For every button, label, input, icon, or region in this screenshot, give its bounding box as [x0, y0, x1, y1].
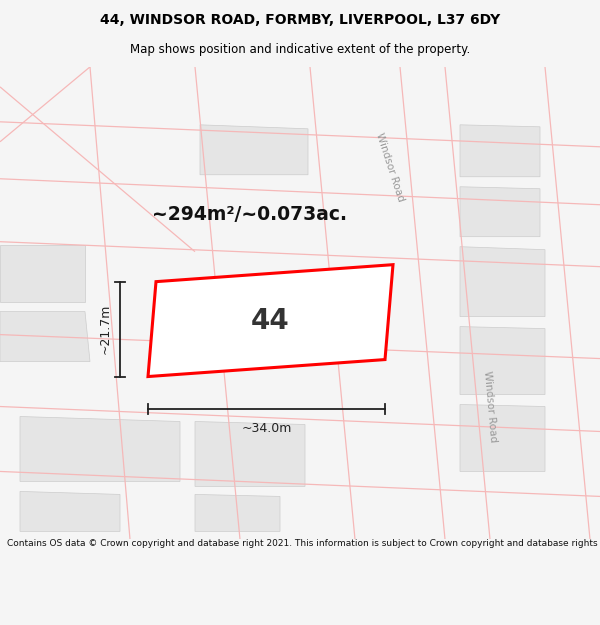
Polygon shape — [195, 494, 280, 531]
Text: ~34.0m: ~34.0m — [241, 422, 292, 436]
Polygon shape — [460, 187, 540, 237]
Polygon shape — [460, 125, 540, 177]
Text: 44: 44 — [251, 307, 290, 334]
Polygon shape — [20, 416, 180, 481]
Text: Map shows position and indicative extent of the property.: Map shows position and indicative extent… — [130, 44, 470, 56]
Polygon shape — [460, 327, 545, 394]
Text: ~21.7m: ~21.7m — [99, 304, 112, 354]
Polygon shape — [0, 312, 90, 362]
Polygon shape — [20, 491, 120, 531]
Polygon shape — [148, 264, 393, 376]
Polygon shape — [200, 125, 308, 175]
Polygon shape — [460, 247, 545, 317]
Text: 44, WINDSOR ROAD, FORMBY, LIVERPOOL, L37 6DY: 44, WINDSOR ROAD, FORMBY, LIVERPOOL, L37… — [100, 13, 500, 28]
Polygon shape — [460, 404, 545, 471]
Polygon shape — [0, 244, 85, 302]
Polygon shape — [195, 421, 305, 486]
Text: ~294m²/~0.073ac.: ~294m²/~0.073ac. — [152, 205, 347, 224]
Text: Contains OS data © Crown copyright and database right 2021. This information is : Contains OS data © Crown copyright and d… — [7, 539, 600, 548]
Text: Windsor Road: Windsor Road — [482, 371, 498, 442]
Text: Windsor Road: Windsor Road — [374, 131, 406, 202]
